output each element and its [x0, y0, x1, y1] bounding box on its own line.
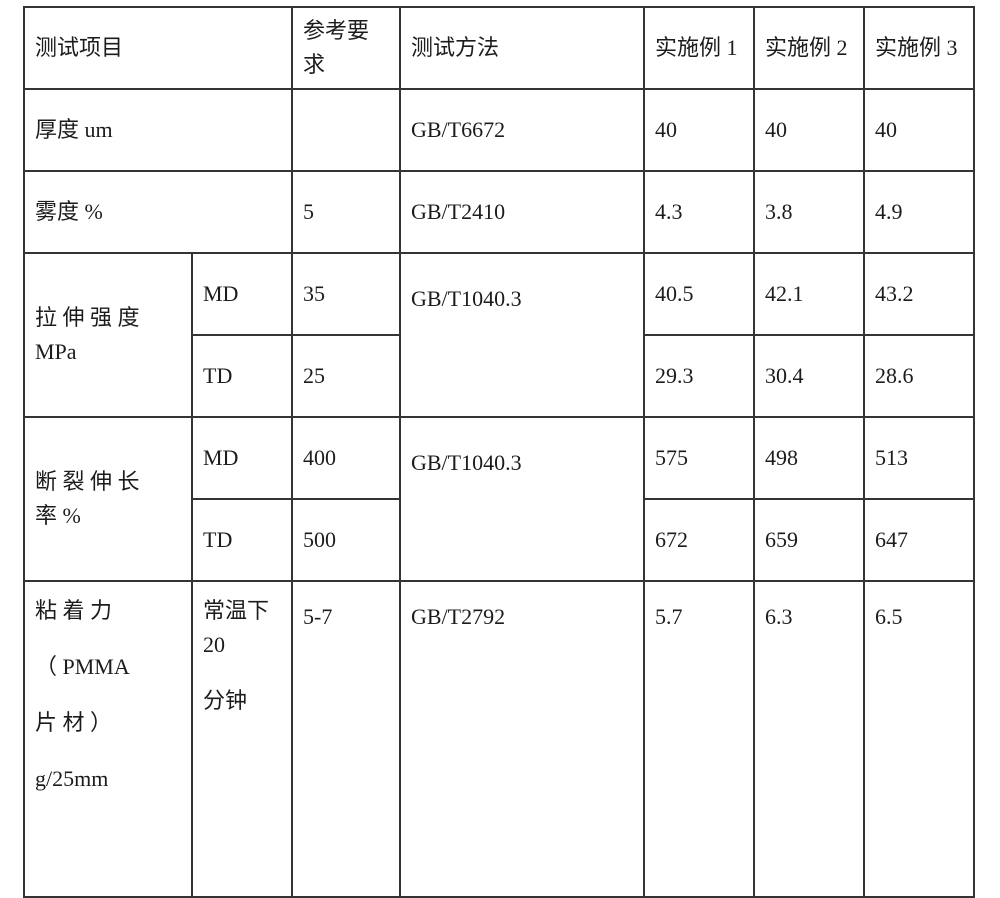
cell-v2: 3.8 — [754, 171, 864, 253]
row-label-adhesion: 粘 着 力 （ PMMA 片 材 ） g/25mm — [24, 581, 192, 897]
row-label-line: （ PMMA — [35, 650, 181, 684]
col-header-ex2: 实施例 2 — [754, 7, 864, 89]
cell-ref: 500 — [292, 499, 400, 581]
table-row: 厚度 um GB/T6672 40 40 40 — [24, 89, 974, 171]
cell-v1: 40 — [644, 89, 754, 171]
row-label-line: 粘 着 力 — [35, 594, 181, 628]
cell-v1: 29.3 — [644, 335, 754, 417]
cell-condition: 常温下 20 分钟 — [192, 581, 292, 897]
row-label-elong: 断 裂 伸 长 率 % — [24, 417, 192, 581]
cell-ref: 35 — [292, 253, 400, 335]
col-header-test-item: 测试项目 — [24, 7, 292, 89]
cell-v2: 6.3 — [754, 581, 864, 897]
cell-method: GB/T1040.3 — [400, 417, 644, 581]
cell-v1: 575 — [644, 417, 754, 499]
cell-method: GB/T2410 — [400, 171, 644, 253]
cell-method: GB/T1040.3 — [400, 253, 644, 417]
cell-v2: 40 — [754, 89, 864, 171]
col-header-ex1: 实施例 1 — [644, 7, 754, 89]
row-label-line: 断 裂 伸 长 — [35, 465, 181, 499]
row-label-line: 片 材 ） — [35, 706, 181, 740]
cell-v1: 5.7 — [644, 581, 754, 897]
cell-dir: MD — [192, 253, 292, 335]
cell-v2: 498 — [754, 417, 864, 499]
cell-v3: 28.6 — [864, 335, 974, 417]
row-label-line: MPa — [35, 335, 181, 369]
cell-cond-line: 常温下 20 — [203, 594, 281, 662]
row-label-line: 率 % — [35, 499, 181, 533]
cell-method: GB/T2792 — [400, 581, 644, 897]
col-header-ref: 参考要求 — [292, 7, 400, 89]
cell-cond-line: 分钟 — [203, 684, 281, 718]
cell-ref: 5-7 — [292, 581, 400, 897]
row-label: 厚度 um — [24, 89, 292, 171]
cell-ref: 25 — [292, 335, 400, 417]
table-row: 测试项目 参考要求 测试方法 实施例 1 实施例 2 实施例 3 — [24, 7, 974, 89]
col-header-method: 测试方法 — [400, 7, 644, 89]
table-row: 断 裂 伸 长 率 % MD 400 GB/T1040.3 575 498 51… — [24, 417, 974, 499]
cell-v3: 4.9 — [864, 171, 974, 253]
row-label-tensile: 拉 伸 强 度 MPa — [24, 253, 192, 417]
data-table: 测试项目 参考要求 测试方法 实施例 1 实施例 2 实施例 3 厚度 um G… — [23, 6, 975, 898]
cell-method: GB/T6672 — [400, 89, 644, 171]
page: 测试项目 参考要求 测试方法 实施例 1 实施例 2 实施例 3 厚度 um G… — [0, 0, 1000, 822]
cell-dir: TD — [192, 499, 292, 581]
cell-v1: 672 — [644, 499, 754, 581]
col-header-ex3: 实施例 3 — [864, 7, 974, 89]
cell-v3: 6.5 — [864, 581, 974, 897]
table-row: 粘 着 力 （ PMMA 片 材 ） g/25mm 常温下 20 分钟 5-7 … — [24, 581, 974, 897]
cell-v2: 30.4 — [754, 335, 864, 417]
cell-v3: 43.2 — [864, 253, 974, 335]
cell-dir: TD — [192, 335, 292, 417]
cell-ref: 5 — [292, 171, 400, 253]
cell-ref: 400 — [292, 417, 400, 499]
cell-v3: 513 — [864, 417, 974, 499]
cell-v3: 40 — [864, 89, 974, 171]
cell-v3: 647 — [864, 499, 974, 581]
cell-dir: MD — [192, 417, 292, 499]
row-label-line: 拉 伸 强 度 — [35, 301, 181, 335]
cell-v2: 42.1 — [754, 253, 864, 335]
table-row: 拉 伸 强 度 MPa MD 35 GB/T1040.3 40.5 42.1 4… — [24, 253, 974, 335]
cell-v1: 40.5 — [644, 253, 754, 335]
cell-v1: 4.3 — [644, 171, 754, 253]
table-row: 雾度 % 5 GB/T2410 4.3 3.8 4.9 — [24, 171, 974, 253]
row-label: 雾度 % — [24, 171, 292, 253]
cell-ref — [292, 89, 400, 171]
cell-v2: 659 — [754, 499, 864, 581]
row-label-line: g/25mm — [35, 762, 181, 796]
